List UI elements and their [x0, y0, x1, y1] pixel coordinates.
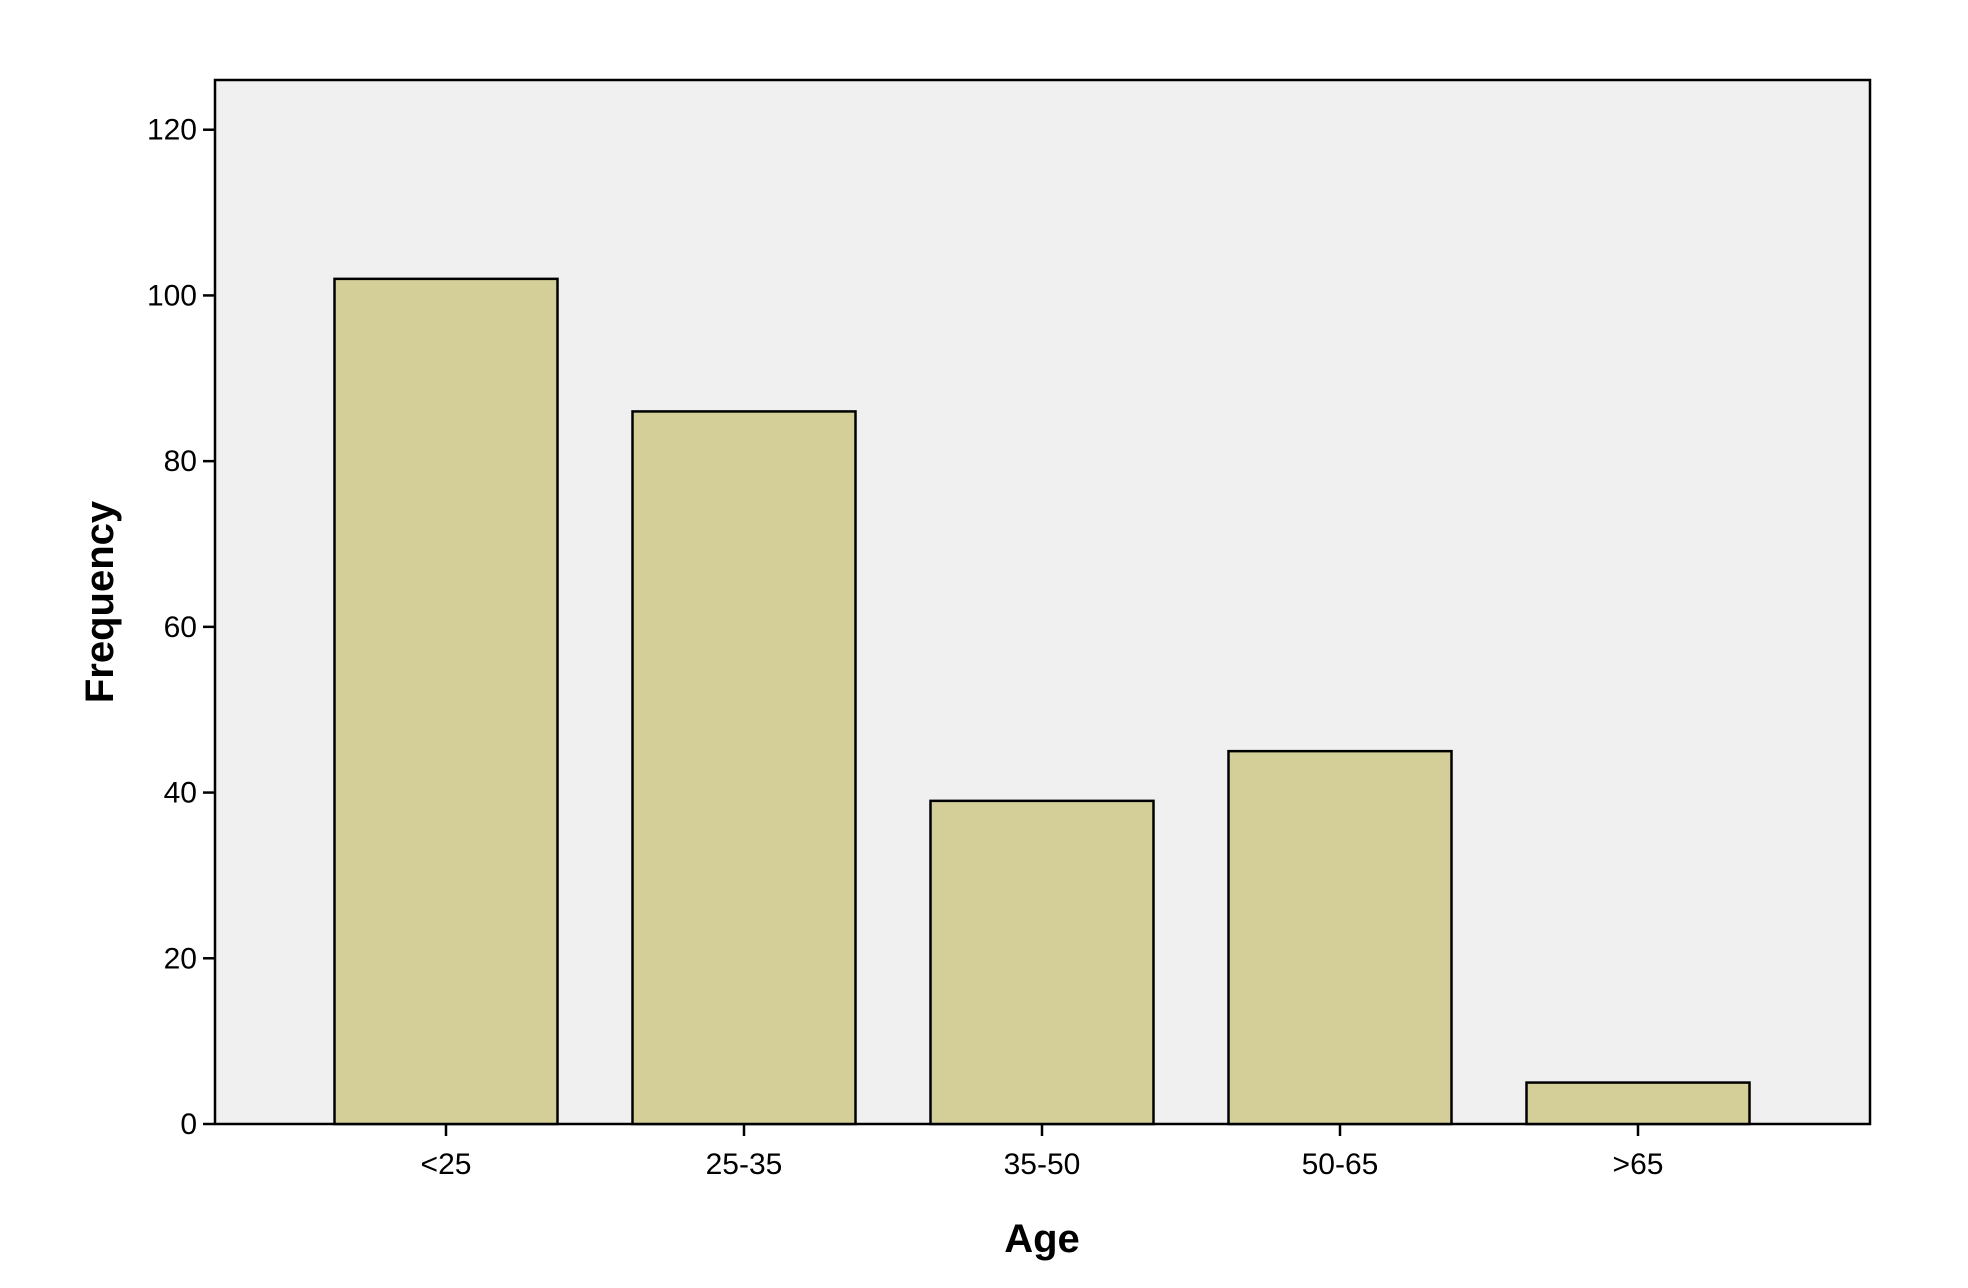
bar: [1525, 1081, 1751, 1126]
bar: [1227, 749, 1453, 1126]
y-tick-label: 120: [147, 114, 197, 147]
y-tick-label: 40: [164, 777, 197, 810]
x-axis: <25 25-35 35-50 50-65 >65: [421, 1124, 1664, 1181]
y-axis: 0 20 40 60 80 100 120: [147, 114, 215, 1141]
bar: [333, 277, 559, 1126]
x-tick-label: 25-35: [706, 1148, 783, 1181]
x-tick-label: 50-65: [1302, 1148, 1379, 1181]
bars-layer: [333, 277, 1751, 1126]
bar: [929, 799, 1155, 1126]
y-tick-label: 80: [164, 445, 197, 478]
y-tick-label: 100: [147, 279, 197, 312]
x-tick-label: <25: [421, 1148, 472, 1181]
y-tick-label: 60: [164, 611, 197, 644]
y-tick-label: 20: [164, 942, 197, 975]
x-tick-label: >65: [1613, 1148, 1664, 1181]
x-axis-title: Age: [1004, 1217, 1080, 1261]
y-axis-title: Frequency: [78, 500, 122, 703]
x-tick-label: 35-50: [1004, 1148, 1081, 1181]
bar: [631, 410, 857, 1126]
y-tick-label: 0: [180, 1108, 197, 1141]
